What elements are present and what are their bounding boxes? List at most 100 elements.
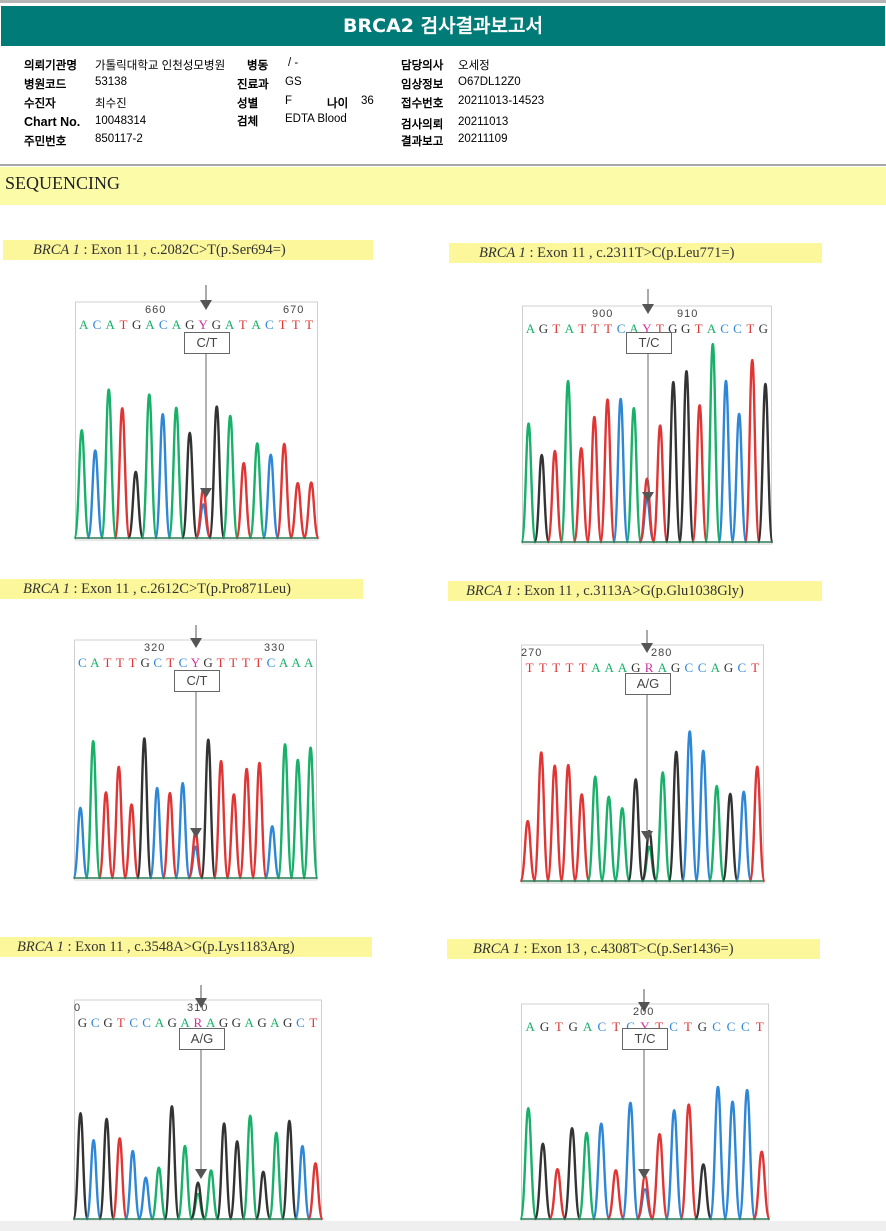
- base-T: T: [578, 321, 587, 336]
- base-A: A: [105, 317, 115, 332]
- chromatogram-svg: [73, 285, 320, 541]
- base-T: T: [254, 655, 263, 670]
- peak-T: [97, 791, 115, 880]
- peak-A: [176, 1144, 194, 1221]
- base-T: T: [565, 660, 574, 675]
- base-C: C: [733, 321, 742, 336]
- id-value: 850117-2: [95, 133, 143, 145]
- variant-label: BRCA 1 : Exon 11 , c.2082C>T(p.Ser694=): [3, 240, 373, 260]
- peak-T: [585, 415, 603, 544]
- base-T: T: [552, 321, 561, 336]
- age-label: 나이: [327, 96, 349, 110]
- base-T: T: [305, 317, 314, 332]
- peak-A: [202, 1169, 220, 1221]
- peak-T: [251, 761, 268, 880]
- peak-C: [72, 806, 89, 880]
- base-A: A: [244, 1015, 254, 1030]
- base-G: G: [538, 321, 549, 336]
- peak-C: [85, 1139, 102, 1221]
- peak-G: [215, 1122, 233, 1221]
- clinical-value: O67DL12Z0: [458, 76, 521, 88]
- peak-C: [262, 453, 280, 540]
- base-G: G: [218, 1015, 229, 1030]
- arrow-down-icon: [641, 831, 653, 841]
- variant-desc: : Exon 11 , c.2612C>T(p.Pro871Leu): [69, 581, 291, 597]
- base-G: G: [697, 1019, 707, 1034]
- peak-A: [267, 1131, 285, 1221]
- gene-name: BRCA 1: [466, 583, 513, 599]
- institution-value: 가톨릭대학교 인천성모병원: [95, 60, 226, 72]
- peak-G: [136, 737, 153, 880]
- peak-C: [137, 1176, 155, 1221]
- peak-T: [559, 763, 577, 883]
- peak-G: [181, 431, 199, 540]
- patient-value: 최수진: [95, 98, 127, 110]
- peak-T: [519, 819, 537, 883]
- peak-T: [238, 767, 255, 880]
- base-R: R: [193, 1015, 203, 1030]
- patient-info: 의뢰기관명 가톨릭대학교 인천성모병원 병동 / - 병원코드 53138 진료…: [0, 0, 886, 160]
- request-label: 검사의뢰: [401, 117, 444, 131]
- peak-C: [264, 825, 281, 880]
- peak-G: [627, 778, 645, 883]
- base-C: C: [626, 1019, 635, 1034]
- base-T: T: [116, 1015, 125, 1030]
- arrow-down-icon: [190, 638, 202, 648]
- peak-G: [127, 470, 145, 540]
- arrow-down-icon: [638, 1169, 650, 1179]
- peak-A: [654, 771, 672, 883]
- base-T: T: [578, 660, 587, 675]
- base-T: T: [655, 321, 664, 336]
- base-G: G: [211, 317, 221, 332]
- base-C: C: [720, 321, 729, 336]
- base-C: C: [726, 1019, 736, 1034]
- peak-C: [730, 412, 748, 544]
- hospital-code-label: 병원코드: [24, 77, 67, 91]
- peak-T: [548, 1168, 567, 1221]
- section-header: SEQUENCING: [0, 167, 886, 205]
- base-A: A: [591, 660, 601, 675]
- peak-A: [600, 795, 618, 883]
- peak-T: [307, 1162, 324, 1221]
- base-T: T: [229, 655, 238, 670]
- base-G: G: [668, 321, 678, 336]
- peak-T: [651, 424, 669, 544]
- peak-T: [113, 407, 131, 540]
- peak-A: [704, 342, 722, 544]
- peak-A: [613, 806, 631, 883]
- base-T: T: [694, 321, 703, 336]
- base-A: A: [710, 660, 721, 675]
- position-label: 200: [633, 1006, 655, 1018]
- base-A: A: [224, 317, 235, 332]
- base-A: A: [291, 655, 301, 670]
- report-title: BRCA2 검사결과보고서: [1, 6, 885, 46]
- peak-G: [254, 1170, 272, 1221]
- department-value: GS: [285, 76, 302, 88]
- base-G: G: [257, 1015, 267, 1030]
- base-G: G: [103, 1015, 113, 1030]
- peak-A: [276, 743, 294, 880]
- base-C: C: [712, 1019, 721, 1034]
- base-G: G: [681, 321, 691, 336]
- base-G: G: [203, 655, 213, 670]
- peak-C: [694, 749, 712, 883]
- peak-A: [559, 379, 577, 544]
- chromatogram-svg: [72, 985, 324, 1222]
- base-A: A: [525, 321, 536, 336]
- position-label: 320: [144, 642, 166, 654]
- peak-C: [723, 1100, 742, 1221]
- base-T: T: [278, 317, 287, 332]
- variant-desc: : Exon 11 , c.3113A>G(p.Glu1038Gly): [512, 583, 744, 599]
- chromatogram-panel: 200 A G T G A C T C Y T C T G C C C T T/C: [519, 989, 771, 1222]
- peak-G: [228, 1140, 246, 1221]
- peak-T: [691, 404, 709, 544]
- base-T: T: [103, 655, 112, 670]
- result-label: 결과보고: [401, 134, 444, 148]
- base-C: C: [129, 1015, 139, 1030]
- peak-G: [678, 370, 695, 544]
- genotype-box: T/C: [626, 332, 672, 354]
- peak-T: [194, 487, 212, 540]
